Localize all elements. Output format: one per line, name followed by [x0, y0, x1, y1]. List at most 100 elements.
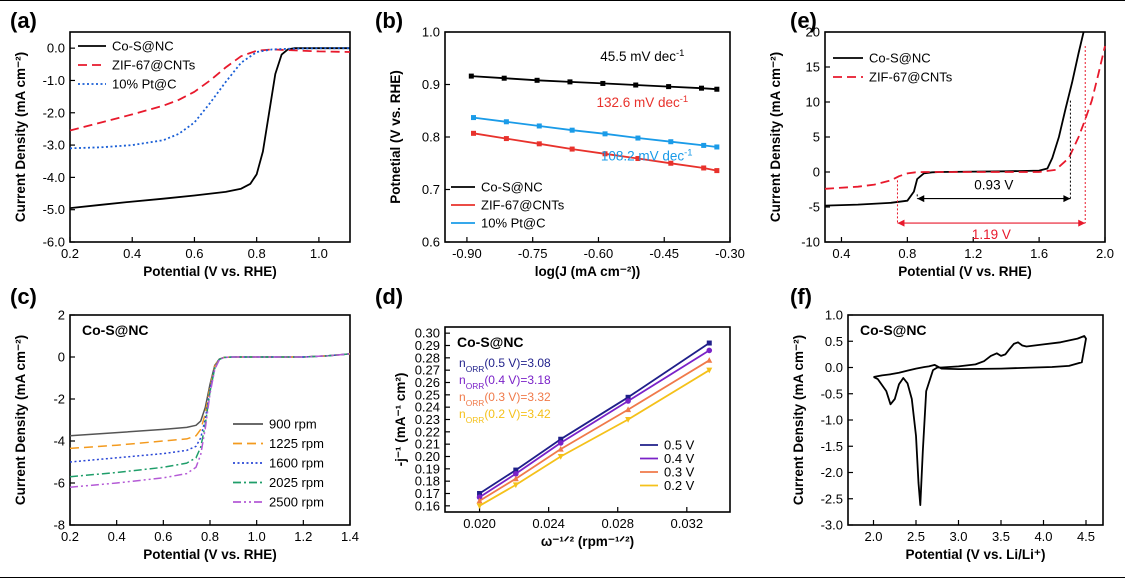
y-axis-label: Current Density (mA cm⁻²): [768, 52, 783, 222]
data-point: [503, 119, 509, 125]
x-tick-label: 0.020: [463, 516, 496, 531]
panel-d: (d)0.020 0.024 0.028 0.0320.160.170.180.190…: [375, 284, 731, 549]
y-axis-label: Current Density (mA cm⁻²): [13, 52, 28, 222]
data-point: [714, 86, 720, 92]
x-tick-label: 0.8: [898, 246, 916, 261]
panel-e: (e) 0.4 0.8 1.2 1.6 2.0 -10 -5 0 5 10 15 20 Potential…: [768, 8, 1114, 279]
data-point: [625, 406, 632, 413]
x-tick-label: 1.6: [1030, 246, 1048, 261]
y-tick-label: -2.0: [43, 105, 65, 120]
panel-label: (e): [790, 8, 817, 33]
y-tick-label: 10: [806, 95, 820, 110]
legend-entry: ZIF-67@CNTs: [869, 70, 953, 85]
panel-c: (c) 0.2 0.4 0.6 0.8 1.0 1.2 1.4 -8 -6 -4 -2 0 2 Potent…: [10, 284, 359, 562]
top-border: [0, 0, 1125, 1]
data-point: [513, 470, 519, 477]
data-point: [471, 115, 476, 121]
x-tick-label: -0.60: [584, 246, 614, 261]
data-point: [471, 130, 476, 136]
y-tick-label: 0.17: [415, 486, 440, 501]
y-tick-label: 2: [58, 308, 65, 323]
y-tick-label: -2.0: [821, 465, 843, 480]
data-point: [569, 127, 575, 133]
y-tick-label: 1.0: [825, 308, 843, 323]
y-tick-label: -2.5: [821, 491, 843, 506]
y-tick-label: 0.23: [415, 412, 440, 427]
y-tick-label: 0.29: [415, 338, 440, 353]
n-value-label: nORR(0.3 V)=3.32: [459, 390, 551, 408]
x-axis-label: Potential (V vs. Li/Li⁺): [906, 547, 1046, 562]
data-point: [468, 73, 474, 79]
series-line-2: [473, 116, 717, 148]
x-axis-label: Potential (V vs. RHE): [143, 264, 277, 279]
series-line-0: [471, 75, 717, 91]
x-tick-label: 0.028: [601, 516, 634, 531]
y-tick-label: 0.7: [422, 182, 440, 197]
x-tick-label: 0.032: [671, 516, 704, 531]
y-tick-label: -4: [53, 434, 65, 449]
x-tick-label: 3.0: [949, 529, 967, 544]
data-point: [602, 131, 608, 137]
arrow-head-left: [897, 219, 905, 227]
legend-entry: ZIF-67@CNTs: [481, 198, 565, 213]
data-point: [635, 156, 641, 162]
y-tick-label: -1.0: [43, 73, 65, 88]
data-point: [635, 135, 641, 141]
y-tick-label: 0.28: [415, 350, 440, 365]
y-tick-label: -1.0: [821, 413, 843, 428]
panel-label: (a): [10, 8, 37, 33]
x-tick-label: 1.2: [964, 246, 982, 261]
x-tick-label: 0.4: [832, 246, 850, 261]
data-point: [557, 440, 564, 446]
y-tick-label: 0.22: [415, 424, 440, 439]
panel-label: (c): [10, 284, 37, 309]
x-tick-label: -0.30: [715, 246, 745, 261]
slope-label: 132.6 mV dec-1: [596, 94, 688, 111]
y-tick-label: 0.25: [415, 387, 440, 402]
x-tick-label: 3.5: [992, 529, 1010, 544]
y-tick-label: -5.0: [43, 202, 65, 217]
legend-entry: 0.2 V: [664, 478, 695, 493]
data-point: [476, 503, 483, 510]
y-tick-label: 0.24: [415, 400, 440, 415]
arrow-head-right: [1063, 195, 1071, 203]
plot-frame: [69, 31, 351, 243]
data-point: [557, 445, 564, 452]
panel-label: (d): [375, 284, 403, 309]
y-tick-label: 0.20: [415, 449, 440, 464]
y-tick-label: 0.18: [415, 474, 440, 489]
n-value-label: nORR(0.2 V)=3.42: [459, 407, 551, 425]
x-axis-label: log(J (mA cm⁻²)): [535, 264, 641, 279]
y-tick-label: 0.16: [415, 498, 440, 513]
y-tick-label: -6.0: [43, 235, 65, 250]
plot-title: Co-S@NC: [82, 322, 149, 338]
y-axis-label: Current Density (mA cm⁻²): [13, 335, 28, 505]
y-tick-label: -6: [53, 476, 65, 491]
y-tick-label: -0.5: [821, 386, 843, 401]
legend-entry: 900 rpm: [269, 417, 317, 432]
arrow-head-left: [917, 195, 925, 203]
data-point: [706, 340, 712, 346]
data-point: [513, 467, 519, 473]
x-tick-label: 1.0: [248, 529, 266, 544]
series-line-1: [824, 45, 1106, 190]
data-point: [567, 79, 573, 85]
y-axis-label: -j⁻¹ (mA⁻¹ cm²): [393, 373, 408, 467]
data-point: [701, 165, 707, 171]
legend-entry: 2500 rpm: [269, 495, 324, 510]
x-tick-label: 4.5: [1077, 529, 1095, 544]
y-tick-label: -1.5: [821, 439, 843, 454]
plot-title: Co-S@NC: [457, 334, 524, 350]
x-tick-label: 0.8: [201, 529, 219, 544]
legend-entry: Co-S@NC: [112, 39, 174, 54]
y-tick-label: -10: [801, 235, 820, 250]
panel-b: (b) -0.90 -0.75 -0.60 -0.45 -0.30 0.6 0.7 0.8 0.9…: [375, 8, 745, 279]
y-tick-label: 0.8: [422, 130, 440, 145]
arrow-head-right: [1078, 219, 1086, 227]
legend-entry: Co-S@NC: [481, 180, 543, 195]
data-point: [666, 84, 672, 90]
series-line-4: [69, 353, 351, 488]
x-tick-label: 0.2: [61, 529, 79, 544]
x-tick-label: -0.45: [649, 246, 679, 261]
legend-entry: 10% Pt@C: [481, 216, 546, 231]
